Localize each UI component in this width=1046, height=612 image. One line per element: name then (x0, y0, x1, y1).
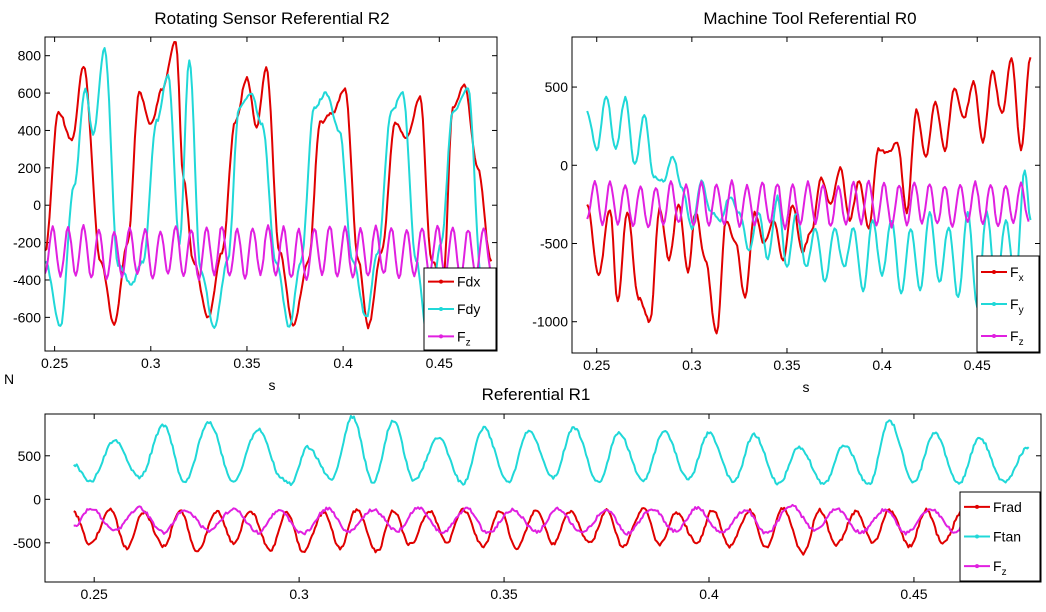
x-ticks: 0.25 0.3 0.35 0.4 0.45 (81, 414, 928, 602)
legend: Frad Ftan Fz (959, 491, 1041, 582)
plot-frame (44, 413, 1042, 583)
legend-marker (992, 334, 996, 338)
series-group (45, 41, 494, 341)
y-tick-label: 0 (33, 197, 41, 213)
chart-title: Referential R1 (482, 385, 591, 404)
series-line (586, 95, 1032, 309)
y-tick-label: -600 (13, 309, 41, 325)
x-tick-label: 0.45 (964, 357, 991, 373)
series-group (586, 57, 1032, 335)
series-line (73, 503, 1030, 536)
legend-marker (975, 504, 979, 509)
legend-marker (992, 270, 996, 274)
x-tick-label: 0.3 (682, 357, 702, 373)
x-tick-label: 0.35 (233, 355, 260, 371)
y-unit-label: N (4, 371, 14, 387)
legend-label: Fz (457, 328, 471, 348)
legend: Fx Fy Fz (976, 255, 1040, 353)
series-line (73, 506, 1029, 556)
legend-label: Ftan (993, 529, 1021, 545)
y-tick-label: 200 (18, 160, 42, 176)
chart-title: Rotating Sensor Referential R2 (154, 9, 389, 28)
series-line (45, 224, 493, 281)
x-axis-label: s (269, 377, 276, 393)
legend-label: Fz (993, 558, 1007, 578)
legend-label: Fdx (457, 274, 480, 290)
y-ticks: -1000 -500 0 500 (532, 79, 1040, 330)
x-tick-label: 0.3 (289, 586, 309, 602)
plot-frame (571, 36, 1041, 354)
series-line (73, 415, 1030, 487)
legend-label: Fz (1010, 328, 1024, 348)
x-axis-label: s (803, 379, 810, 395)
chart-referential-r1: Referential R1 0.25 0.3 0.35 0.4 0.45 -500 0 5… (13, 385, 1042, 602)
x-ticks: 0.25 0.3 0.35 0.4 0.45 (41, 37, 453, 371)
legend-label: Fx (1010, 264, 1024, 284)
series-line (586, 179, 1030, 231)
y-tick-label: 0 (33, 491, 41, 507)
x-tick-label: 0.25 (41, 355, 68, 371)
y-tick-label: -200 (13, 235, 41, 251)
legend-label: Fdy (457, 301, 480, 317)
x-tick-label: 0.45 (900, 586, 927, 602)
series-group (73, 415, 1030, 556)
x-tick-label: 0.35 (773, 357, 800, 373)
y-tick-label: 400 (18, 122, 42, 138)
y-tick-label: -1000 (532, 314, 568, 330)
chart-machine-tool-r0: Machine Tool Referential R0 0.25 0.3 0.35 0… (532, 9, 1041, 395)
legend-marker (992, 302, 996, 306)
legend-label: Frad (993, 499, 1022, 515)
series-line (45, 41, 493, 330)
chart-rotating-sensor-r2: Rotating Sensor Referential R2 0.25 0.3 0.… (4, 9, 498, 393)
y-tick-label: -400 (13, 272, 41, 288)
y-tick-label: 0 (560, 157, 568, 173)
x-tick-label: 0.4 (699, 586, 719, 602)
legend-marker (439, 279, 443, 284)
y-ticks: -600 -400 -200 0 200 400 600 800 (13, 48, 497, 325)
y-tick-label: 500 (545, 79, 569, 95)
legend-label: Fy (1010, 296, 1024, 316)
legend-marker (975, 564, 979, 569)
y-tick-label: 600 (18, 85, 42, 101)
chart-title: Machine Tool Referential R0 (703, 9, 916, 28)
legend-marker (975, 534, 979, 539)
y-tick-label: -500 (13, 535, 41, 551)
x-tick-label: 0.35 (490, 586, 517, 602)
y-tick-label: 800 (18, 48, 42, 64)
x-tick-label: 0.4 (333, 355, 353, 371)
y-tick-label: 500 (18, 448, 42, 464)
legend-marker (439, 307, 443, 311)
legend-marker (439, 334, 443, 339)
x-tick-label: 0.4 (872, 357, 892, 373)
x-tick-label: 0.45 (426, 355, 453, 371)
legend: Fdx Fdy Fz (423, 267, 497, 351)
plot-frame (44, 36, 498, 352)
y-tick-label: -500 (540, 235, 568, 251)
x-tick-label: 0.25 (583, 357, 610, 373)
x-ticks: 0.25 0.3 0.35 0.4 0.45 (583, 37, 991, 373)
series-line (586, 57, 1032, 335)
x-tick-label: 0.25 (81, 586, 108, 602)
x-tick-label: 0.3 (141, 355, 161, 371)
